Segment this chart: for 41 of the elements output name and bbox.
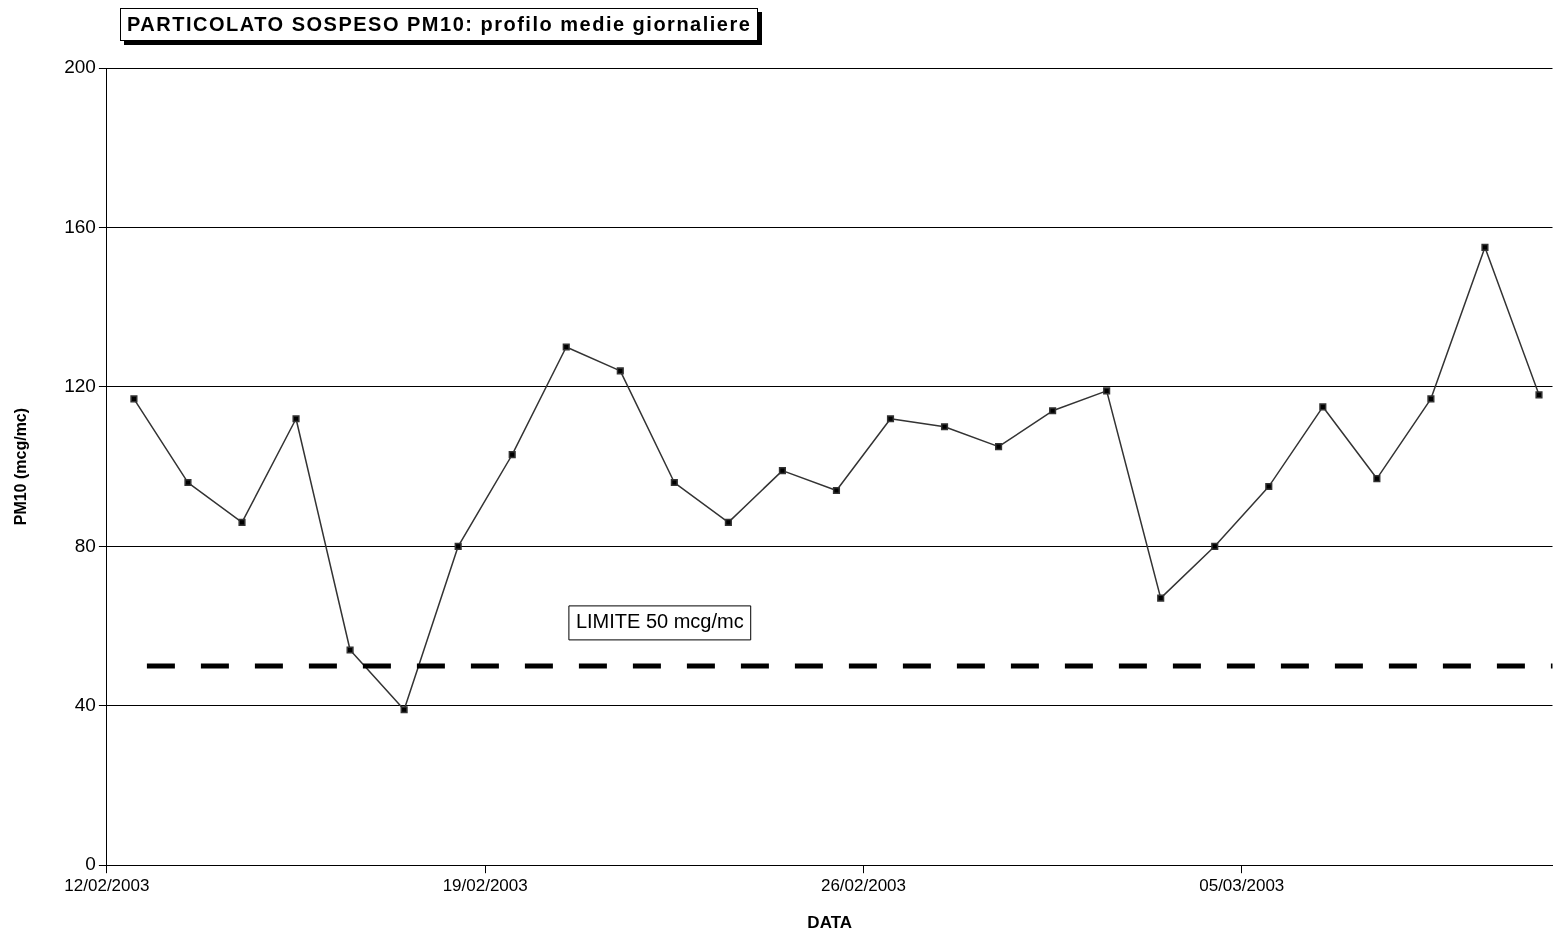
x-tick-label: 05/03/2003	[1199, 876, 1285, 896]
point	[1265, 482, 1273, 491]
point	[778, 467, 786, 475]
point	[832, 486, 841, 495]
point	[1481, 243, 1489, 251]
point	[454, 542, 462, 550]
point	[508, 451, 516, 459]
chart-title: PARTICOLATO SOSPESO PM10: profilo medie giornaliere	[120, 8, 759, 41]
ref-line-label: LIMITE 50 mcg/mc	[575, 610, 744, 633]
y-axis-title: PM10 (mcg/mc)	[12, 407, 30, 526]
x-tick-label: 12/02/2003	[64, 876, 150, 896]
y-tick-label: 200	[64, 56, 96, 78]
point	[238, 518, 246, 526]
point	[670, 478, 678, 487]
y-tick-label: 120	[64, 375, 96, 397]
point	[562, 343, 570, 351]
point	[1049, 407, 1057, 415]
x-tick-label: 19/02/2003	[442, 876, 528, 896]
x-axis-title: DATA	[807, 913, 853, 933]
point	[346, 646, 354, 654]
point	[184, 478, 192, 487]
y-tick-label: 80	[74, 534, 96, 556]
point	[1319, 403, 1327, 411]
point	[886, 415, 895, 423]
point	[1211, 542, 1219, 550]
point	[1535, 391, 1543, 399]
point	[940, 423, 949, 431]
point	[1157, 594, 1165, 602]
y-tick-label: 40	[74, 693, 96, 715]
y-tick-label: 0	[85, 853, 96, 875]
point	[130, 395, 138, 403]
point	[400, 706, 408, 714]
point	[1373, 474, 1381, 483]
point	[292, 415, 300, 423]
point	[616, 367, 624, 375]
point	[1427, 395, 1435, 403]
y-tick-label: 160	[64, 215, 96, 237]
point	[1103, 387, 1111, 395]
point	[724, 518, 732, 526]
point	[995, 443, 1003, 451]
x-tick-label: 26/02/2003	[820, 876, 907, 896]
